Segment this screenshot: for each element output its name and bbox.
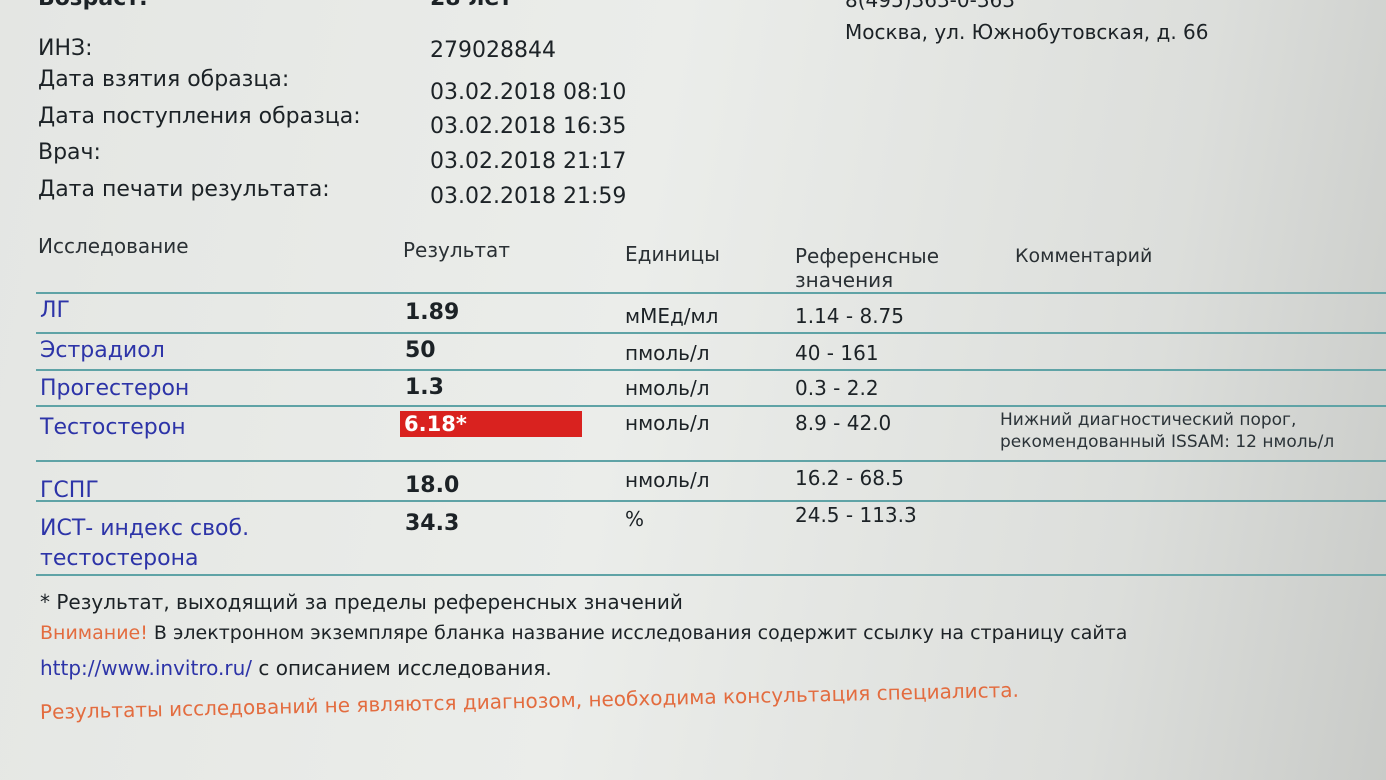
flagged-result: 6.18* — [400, 411, 582, 437]
test-ref: 24.5 - 113.3 — [795, 503, 917, 527]
test-result: 1.89 — [405, 300, 460, 325]
test-comment: Нижний диагностический порог, — [1000, 410, 1297, 430]
test-name-link[interactable]: Эстрадиол — [40, 338, 165, 363]
lab-address: Москва, ул. Южнобутовская, д. 66 — [845, 20, 1209, 44]
test-name-link[interactable]: ИСТ- индекс своб. — [40, 516, 250, 541]
test-units: % — [625, 507, 645, 531]
notice-text-2: с описанием исследования. — [252, 656, 552, 680]
test-ref: 40 - 161 — [795, 341, 879, 365]
arrival-date-value: 03.02.2018 16:35 — [430, 114, 627, 139]
test-comment-2: рекомендованный ISSAM: 12 нмоль/л — [1000, 432, 1335, 452]
col-ref: Референсные — [795, 244, 940, 268]
col-comment: Комментарий — [1015, 245, 1153, 267]
print-date-value: 03.02.2018 21:59 — [430, 184, 627, 209]
test-units: пмоль/л — [625, 341, 710, 365]
inz-label: ИНЗ: — [38, 36, 93, 61]
test-result: 1.3 — [405, 375, 444, 400]
test-name-link[interactable]: ЛГ — [40, 298, 70, 323]
col-ref-2: значения — [795, 268, 894, 292]
notice-line-2: http://www.invitro.ru/ с описанием иссле… — [40, 656, 552, 680]
test-ref: 0.3 - 2.2 — [795, 376, 879, 400]
test-ref: 16.2 - 68.5 — [795, 466, 904, 490]
print-date-label: Дата печати результата: — [38, 177, 330, 202]
age-value: 28 лет — [430, 0, 512, 11]
lab-phone: 8(495)363-0-363 — [845, 0, 1016, 12]
test-name-link[interactable]: ГСПГ — [40, 478, 99, 503]
notice-text: В электронном экземпляре бланка название… — [147, 622, 1128, 644]
test-units: нмоль/л — [625, 468, 710, 492]
disclaimer: Результаты исследований не являются диаг… — [39, 677, 1020, 724]
sample-date-value: 03.02.2018 08:10 — [430, 80, 627, 105]
col-test: Исследование — [38, 234, 189, 258]
test-name-link[interactable]: Тестостерон — [40, 415, 186, 440]
age-label: Возраст: — [38, 0, 148, 11]
notice: Внимание! В электронном экземпляре бланк… — [40, 622, 1127, 644]
footnote: * Результат, выходящий за пределы рефере… — [40, 590, 683, 614]
sample-date-label: Дата взятия образца: — [38, 67, 290, 92]
col-units: Единицы — [625, 242, 720, 266]
test-units: нмоль/л — [625, 411, 710, 435]
doctor-label: Врач: — [38, 140, 101, 165]
test-result: 34.3 — [405, 511, 460, 536]
warning-label: Внимание! — [40, 622, 148, 644]
test-name-link-2[interactable]: тестостерона — [40, 546, 199, 571]
test-result: 18.0 — [405, 473, 460, 498]
test-result: 50 — [405, 338, 436, 363]
col-result: Результат — [403, 238, 510, 262]
test-name-link[interactable]: Прогестерон — [40, 376, 190, 401]
inz-value: 279028844 — [430, 38, 556, 63]
arrival-date-label: Дата поступления образца: — [38, 104, 361, 129]
site-link[interactable]: http://www.invitro.ru/ — [40, 656, 252, 680]
test-units: мМЕд/мл — [625, 304, 719, 328]
doctor-value: 03.02.2018 21:17 — [430, 149, 627, 174]
test-units: нмоль/л — [625, 376, 710, 400]
test-ref: 1.14 - 8.75 — [795, 304, 904, 328]
test-ref: 8.9 - 42.0 — [795, 411, 892, 435]
